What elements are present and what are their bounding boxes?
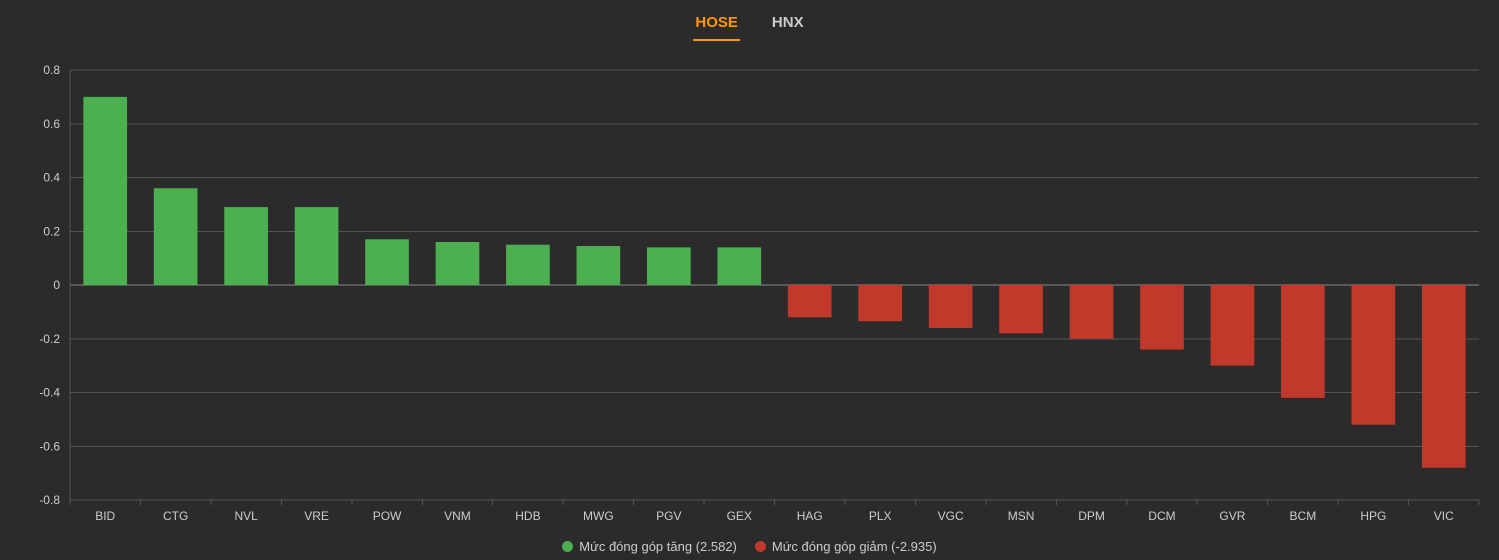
bar-GVR[interactable]	[1211, 285, 1255, 366]
bar-DPM[interactable]	[1070, 285, 1114, 339]
y-tick-label: 0.2	[43, 224, 60, 238]
x-tick-label: DPM	[1078, 509, 1105, 523]
bar-GEX[interactable]	[717, 247, 761, 285]
x-tick-label: PLX	[869, 509, 892, 523]
y-tick-label: 0	[53, 278, 60, 292]
legend-negative[interactable]: Mức đóng góp giảm (-2.935)	[755, 539, 937, 554]
x-tick-label: GEX	[727, 509, 752, 523]
bar-PGV[interactable]	[647, 247, 691, 285]
x-tick-label: MWG	[583, 509, 614, 523]
legend-positive-label: Mức đóng góp tăng (2.582)	[579, 539, 737, 554]
tab-hnx[interactable]: HNX	[770, 10, 806, 41]
x-tick-label: BCM	[1290, 509, 1317, 523]
bar-MWG[interactable]	[577, 246, 621, 285]
bar-NVL[interactable]	[224, 207, 268, 285]
y-tick-label: 0.8	[43, 63, 60, 77]
tab-hose[interactable]: HOSE	[693, 10, 740, 41]
bar-PLX[interactable]	[858, 285, 902, 321]
y-tick-label: 0.4	[43, 171, 60, 185]
y-tick-label: -0.4	[39, 386, 60, 400]
x-tick-label: HPG	[1360, 509, 1386, 523]
legend-negative-swatch	[755, 541, 766, 552]
x-tick-label: BID	[95, 509, 115, 523]
bar-HPG[interactable]	[1351, 285, 1395, 425]
x-tick-label: HDB	[515, 509, 540, 523]
bar-MSN[interactable]	[999, 285, 1043, 333]
legend-positive[interactable]: Mức đóng góp tăng (2.582)	[562, 539, 737, 554]
y-tick-label: 0.6	[43, 117, 60, 131]
contribution-chart: -0.8 -0.6 -0.4 -0.2 0 0.2 0.4 0.6 0.8 BID CTG NVL VR…	[0, 50, 1499, 560]
x-tick-label: CTG	[163, 509, 188, 523]
root: HOSE HNX -0.8 -0.6 -0.4 -0.2 0 0.2 0.4 0.6 0.8 BI…	[0, 0, 1499, 560]
y-tick-label: -0.8	[39, 493, 60, 507]
y-tick-label: -0.6	[39, 439, 60, 453]
bar-POW[interactable]	[365, 239, 409, 285]
bar-VGC[interactable]	[929, 285, 973, 328]
bar-CTG[interactable]	[154, 188, 198, 285]
bar-VNM[interactable]	[436, 242, 480, 285]
y-tick-label: -0.2	[39, 332, 60, 346]
legend: Mức đóng góp tăng (2.582) Mức đóng góp g…	[0, 539, 1499, 554]
x-tick-label: PGV	[656, 509, 681, 523]
x-tick-label: NVL	[234, 509, 258, 523]
x-tick-label: DCM	[1148, 509, 1175, 523]
x-tick-label: MSN	[1008, 509, 1035, 523]
bar-BID[interactable]	[83, 97, 127, 285]
x-tick-label: VGC	[938, 509, 964, 523]
x-tick-label: VNM	[444, 509, 471, 523]
x-tick-label: HAG	[797, 509, 823, 523]
x-tick-label: VIC	[1434, 509, 1454, 523]
legend-positive-swatch	[562, 541, 573, 552]
bar-VRE[interactable]	[295, 207, 339, 285]
market-tabs: HOSE HNX	[0, 0, 1499, 41]
legend-negative-label: Mức đóng góp giảm (-2.935)	[772, 539, 937, 554]
x-tick-label: POW	[373, 509, 402, 523]
bar-HDB[interactable]	[506, 245, 550, 285]
x-tick-label: GVR	[1219, 509, 1245, 523]
bar-HAG[interactable]	[788, 285, 832, 317]
x-tick-label: VRE	[304, 509, 329, 523]
bar-BCM[interactable]	[1281, 285, 1325, 398]
bar-VIC[interactable]	[1422, 285, 1466, 468]
chart-svg: -0.8 -0.6 -0.4 -0.2 0 0.2 0.4 0.6 0.8 BID CTG NVL VR…	[0, 50, 1499, 560]
bar-DCM[interactable]	[1140, 285, 1184, 350]
